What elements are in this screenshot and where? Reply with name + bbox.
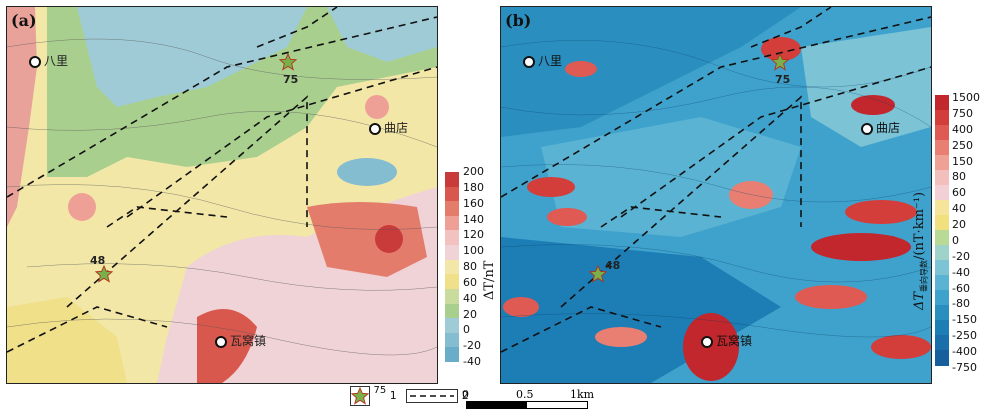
colorbar-tick-label: 750: [952, 106, 973, 120]
colorbar-swatch: [445, 215, 459, 231]
legend-item2-index: 2: [461, 389, 469, 402]
legend-item1-index: 1: [389, 389, 397, 402]
place-qudian-b: 曲店: [861, 119, 900, 136]
star-icon: [771, 53, 789, 71]
colorbar-swatch: [935, 230, 949, 246]
colorbar-tick-label: 40: [463, 291, 477, 305]
colorbar-swatch: [445, 318, 459, 334]
colorbar-tick-label: -20: [463, 339, 481, 353]
scale-bar: 0 0.5 1km: [462, 388, 692, 410]
fault-line-icon: [406, 389, 459, 403]
colorbar-swatch: [445, 332, 459, 348]
colorbar-swatch: [935, 290, 949, 306]
point-label-75-a: 75: [283, 73, 299, 86]
colorbar-tick-label: -60: [952, 281, 970, 295]
location-marker-icon: [861, 122, 873, 135]
place-bali-b: 八里: [523, 52, 562, 69]
magnetic-anomaly-map-a: [7, 7, 437, 383]
colorbar-b: [935, 95, 949, 366]
colorbar-tick-label: 180: [463, 180, 484, 194]
colorbar-swatch: [935, 140, 949, 156]
colorbar-swatch: [935, 320, 949, 336]
colorbar-swatch: [935, 350, 949, 366]
colorbar-b-title: ΔT垂向导数/(nT·km⁻¹): [912, 191, 929, 310]
colorbar-tick-label: 140: [463, 212, 484, 226]
colorbar-tick-label: 250: [952, 138, 973, 152]
place-wawozhen-b: 瓦窝镇: [701, 332, 752, 349]
colorbar-swatch: [935, 275, 949, 291]
colorbar-swatch: [935, 110, 949, 126]
place-qudian-a: 曲店: [369, 119, 408, 136]
colorbar-swatch: [445, 186, 459, 202]
colorbar-swatch: [935, 200, 949, 216]
colorbar-tick-label: 40: [952, 202, 966, 216]
colorbar-tick-label: 60: [952, 186, 966, 200]
colorbar-swatch: [935, 215, 949, 231]
colorbar-tick-label: -40: [463, 355, 481, 368]
colorbar-tick-label: -250: [952, 329, 977, 343]
colorbar-swatch: [935, 155, 949, 171]
colorbar-swatch: [935, 305, 949, 321]
colorbar-tick-label: 160: [463, 196, 484, 210]
legend-star-number: 75: [373, 385, 387, 396]
panel-label-a: (a): [11, 11, 37, 30]
point-label-75-b: 75: [775, 73, 791, 86]
star-icon: [95, 265, 113, 283]
colorbar-tick-label: 150: [952, 154, 973, 168]
colorbar-tick-label: -750: [952, 361, 977, 374]
colorbar-tick-label: 200: [463, 165, 484, 178]
colorbar-swatch: [445, 259, 459, 275]
colorbar-tick-label: 60: [463, 275, 477, 289]
point-label-48-b: 48: [605, 259, 621, 272]
colorbar-swatch: [445, 303, 459, 319]
map-panel-a: (a) 八里 曲店 瓦窝镇 75 48: [6, 6, 438, 384]
colorbar-tick-label: -400: [952, 345, 977, 359]
colorbar-swatch: [935, 185, 949, 201]
colorbar-tick-label: -80: [952, 297, 970, 311]
colorbar-tick-label: 100: [463, 244, 484, 258]
legend: 75 1 2: [350, 385, 469, 406]
colorbar-swatch: [935, 125, 949, 141]
colorbar-swatch: [445, 230, 459, 246]
colorbar-swatch: [445, 347, 459, 363]
colorbar-swatch: [445, 245, 459, 261]
colorbar-swatch: [935, 245, 949, 261]
location-marker-icon: [29, 55, 41, 68]
location-marker-icon: [701, 335, 713, 348]
place-wawozhen-a: 瓦窝镇: [215, 332, 266, 349]
star-icon: [279, 53, 297, 71]
point-label-48-a: 48: [90, 254, 106, 267]
location-marker-icon: [215, 335, 227, 348]
colorbar-swatch: [445, 274, 459, 290]
colorbar-swatch: [445, 288, 459, 305]
colorbar-swatch: [935, 335, 949, 351]
colorbar-swatch: [445, 201, 459, 217]
colorbar-tick-label: 0: [463, 323, 470, 337]
colorbar-tick-label: 80: [952, 170, 966, 184]
colorbar-swatch: [935, 95, 949, 111]
colorbar-tick-label: 0: [952, 233, 959, 247]
map-panel-b: (b) 八里 曲店 瓦窝镇 75 48: [500, 6, 932, 384]
colorbar-swatch: [935, 260, 949, 276]
panel-label-b: (b): [505, 11, 532, 30]
colorbar-tick-label: -150: [952, 313, 977, 327]
colorbar-swatch: [445, 172, 459, 188]
colorbar-tick-label: -40: [952, 265, 970, 279]
star-icon: [589, 265, 607, 283]
colorbar-a: [445, 172, 459, 363]
colorbar-swatch: [935, 170, 949, 186]
star-icon: [350, 386, 370, 406]
colorbar-a-title: ΔT/nT: [482, 260, 497, 300]
colorbar-tick-label: 80: [463, 260, 477, 273]
colorbar-tick-label: 20: [952, 218, 966, 232]
colorbar-tick-label: 20: [463, 307, 477, 321]
colorbar-tick-label: 400: [952, 122, 973, 136]
location-marker-icon: [369, 122, 381, 135]
place-bali-a: 八里: [29, 52, 68, 69]
vertical-derivative-map-b: [501, 7, 931, 383]
colorbar-tick-label: -20: [952, 249, 970, 263]
colorbar-tick-label: 120: [463, 228, 484, 242]
location-marker-icon: [523, 55, 535, 68]
colorbar-tick-label: 1500: [952, 91, 980, 104]
